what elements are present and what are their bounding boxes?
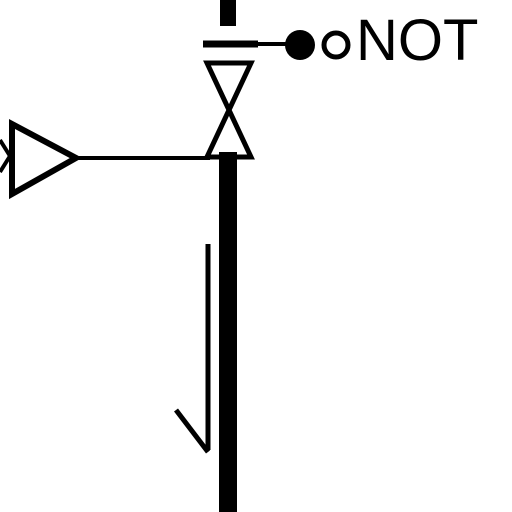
top-pipe-stem [220, 0, 236, 26]
main-pipe [219, 152, 237, 512]
inverter-circle [321, 30, 351, 60]
input-x-mark-stroke-1 [0, 138, 12, 158]
input-buffer-triangle-icon [9, 119, 83, 200]
filled-contact-dot [285, 30, 315, 60]
valve-bowtie-icon [203, 60, 255, 160]
not-label: NOT [356, 8, 479, 73]
flow-arrow-head [174, 408, 210, 454]
input-x-mark-stroke-2 [0, 154, 12, 174]
